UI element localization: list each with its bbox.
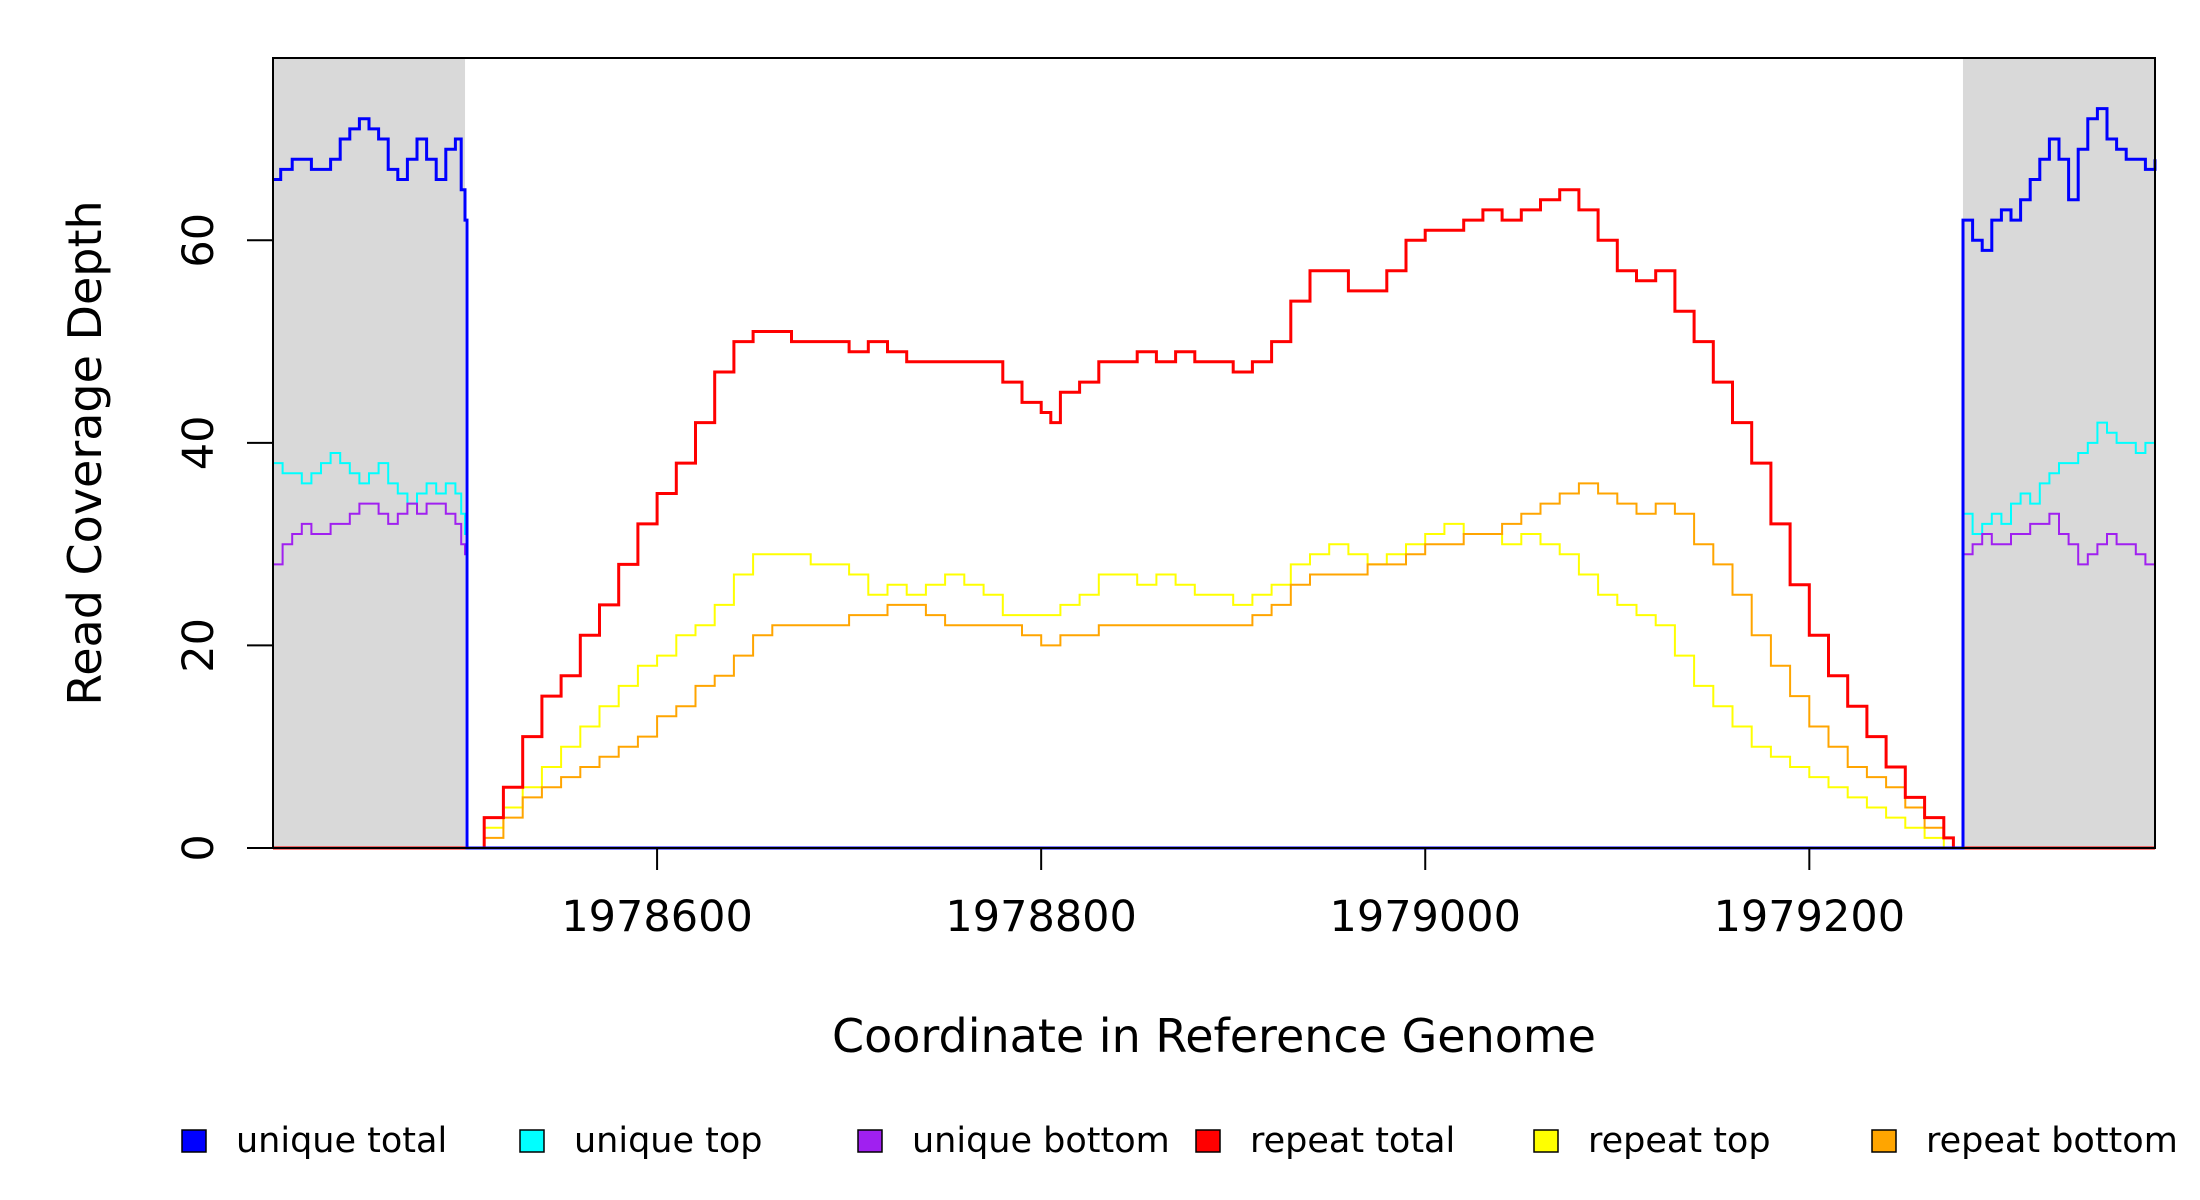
legend: unique total unique top unique bottom repea… [181, 1121, 2178, 1161]
series-line-repeat-top [273, 522, 2155, 849]
shaded-regions [273, 58, 2155, 848]
y-tick-label: 60 [174, 213, 224, 268]
legend-label: unique bottom [912, 1121, 1170, 1161]
legend-item-repeat-top: repeat top [1533, 1121, 1771, 1161]
legend-label: repeat bottom [1926, 1121, 2178, 1161]
x-axis-title: Coordinate in Reference Genome [832, 1009, 1596, 1063]
legend-item-repeat-bottom: repeat bottom [1871, 1121, 2178, 1161]
legend-item-unique-top: unique top [519, 1121, 763, 1161]
x-tick-label: 1978800 [945, 892, 1137, 942]
y-tick-label: 40 [174, 416, 224, 471]
series-line-unique-bottom [273, 502, 2155, 849]
legend-swatch [1533, 1129, 1559, 1153]
y-axis-title: Read Coverage Depth [58, 200, 112, 705]
legend-label: unique top [574, 1121, 763, 1161]
axes: 1978600 1978800 1979000 1979200 0 20 40 60 [174, 213, 1905, 942]
shaded-region-1 [273, 58, 466, 848]
legend-item-unique-total: unique total [181, 1121, 447, 1161]
plot-frame [272, 57, 2156, 849]
y-tick-label: 20 [174, 618, 224, 673]
series-line-repeat-bottom [273, 482, 2155, 849]
legend-swatch [519, 1129, 545, 1153]
legend-item-unique-bottom: unique bottom [857, 1121, 1170, 1161]
legend-swatch [181, 1129, 207, 1153]
series-line-repeat-total [273, 188, 2155, 850]
series-line-unique-top [273, 421, 2155, 849]
legend-swatch [1195, 1129, 1221, 1153]
series-lines [273, 107, 2157, 850]
legend-label: repeat top [1588, 1121, 1771, 1161]
shaded-region-2 [1962, 58, 2155, 848]
legend-swatch [857, 1129, 883, 1153]
x-tick-label: 1979000 [1329, 892, 1521, 942]
y-tick-label: 0 [174, 834, 224, 861]
x-tick-label: 1979200 [1714, 892, 1906, 942]
legend-swatch [1871, 1129, 1897, 1153]
legend-label: repeat total [1250, 1121, 1455, 1161]
legend-item-repeat-total: repeat total [1195, 1121, 1455, 1161]
legend-label: unique total [236, 1121, 447, 1161]
x-tick-label: 1978600 [561, 892, 753, 942]
